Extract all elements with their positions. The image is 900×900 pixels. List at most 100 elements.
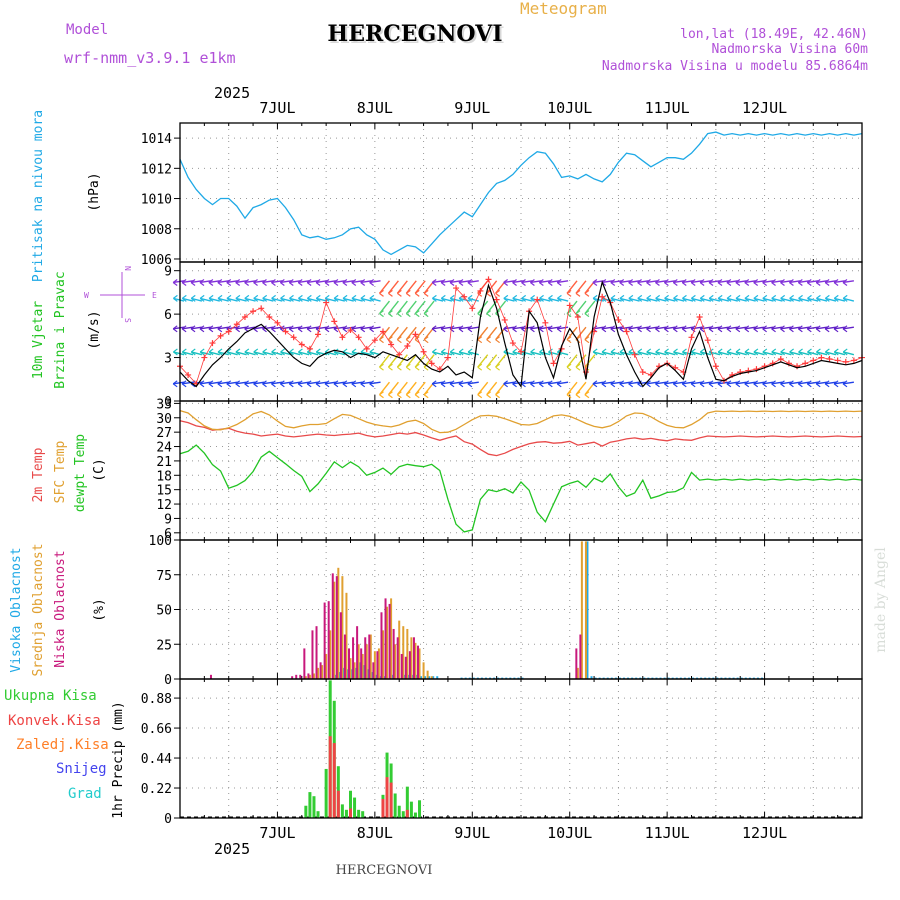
wind-arrow-head xyxy=(708,383,714,388)
low-cloud-bar xyxy=(400,653,403,679)
wind-arrow-head xyxy=(253,380,258,385)
wind-arrow-head xyxy=(495,366,500,371)
wind-arrow-head xyxy=(351,348,357,353)
wind-arrow xyxy=(610,351,622,356)
wind-arrow-head xyxy=(440,325,446,330)
wind-arrow xyxy=(655,326,667,330)
low-cloud-bar xyxy=(291,676,294,679)
wind-arrow xyxy=(637,297,649,302)
wind-arrow-head xyxy=(601,380,607,385)
wind-arrow-head xyxy=(297,278,303,283)
wind-arrow xyxy=(789,297,801,302)
wind-arrow xyxy=(771,280,783,284)
wind-arrow-head xyxy=(477,366,483,371)
high-cloud-bar xyxy=(501,677,504,679)
wind-arrow xyxy=(280,381,292,385)
top-day-label: 10JUL xyxy=(547,99,592,117)
wind-arrow xyxy=(307,381,319,385)
wind-arrow xyxy=(664,297,676,302)
top-day-label: 9JUL xyxy=(454,99,490,117)
temperature-ytick-label: 15 xyxy=(156,484,172,499)
wind-arrow xyxy=(691,280,703,284)
wind-arrow xyxy=(271,381,283,385)
total-precip-bar xyxy=(418,800,422,818)
wind-arrow-head xyxy=(397,313,402,318)
high-cloud-bar xyxy=(517,677,520,679)
wind-arrow-head xyxy=(664,380,669,385)
compass-w: W xyxy=(84,291,89,300)
wind-arrow-head xyxy=(825,351,830,356)
wind-arrow-head xyxy=(324,348,330,353)
wind-arrow xyxy=(833,326,846,330)
wind-arrow-head xyxy=(379,313,384,318)
wind-arrow xyxy=(798,351,810,356)
wind-arrow-head xyxy=(298,351,303,356)
wind-arrow-head xyxy=(449,348,455,353)
wind-arrow-head xyxy=(806,328,812,333)
wind-arrow-head xyxy=(726,383,732,388)
mid-cloud-bar xyxy=(390,598,393,679)
wind-arrow-head xyxy=(628,325,634,330)
wind-arrow-head xyxy=(681,325,687,330)
wind-arrow-head xyxy=(735,294,741,299)
wind-arrow-head xyxy=(379,310,384,315)
wind-arrow-head xyxy=(181,348,187,353)
wind-arrow-head xyxy=(762,380,767,385)
wind-arrow-head xyxy=(271,325,276,330)
wind-arrow xyxy=(315,326,328,330)
wind-arrow xyxy=(717,326,729,330)
low-cloud-bar xyxy=(392,628,395,679)
wind-arrow-head xyxy=(664,325,669,330)
wind-arrow-head xyxy=(467,294,473,299)
wind-arrow-head xyxy=(566,336,572,341)
wind-arrow-head xyxy=(414,313,420,318)
wind-arrow-head xyxy=(190,294,196,299)
wind-arrow xyxy=(753,326,765,330)
wind-arrow-head xyxy=(619,278,625,283)
wind-arrow-head xyxy=(601,328,607,333)
wind-arrow-head xyxy=(458,380,464,385)
low-cloud-bar xyxy=(404,656,407,679)
high-cloud-bar xyxy=(509,677,512,679)
wind-arrow-head xyxy=(628,348,634,353)
high-cloud-bar xyxy=(375,674,378,679)
wind-arrow xyxy=(351,381,363,385)
high-cloud-bar xyxy=(379,676,382,679)
wind-arrow-head xyxy=(628,328,634,333)
wind-arrow xyxy=(208,280,220,284)
wind-arrow-head xyxy=(388,366,393,371)
wind-arrow-head xyxy=(619,328,625,333)
wind-arrow-head xyxy=(253,278,258,283)
wind-arrow-head xyxy=(458,297,464,302)
mid-cloud-bar xyxy=(312,673,315,679)
wind-arrow-head xyxy=(699,348,705,353)
high-cloud-bar xyxy=(342,667,345,679)
wind-arrow-head xyxy=(797,328,803,333)
station-title: HERCEGNOVI xyxy=(329,23,504,49)
wind-arrow xyxy=(289,280,301,284)
wind-arrow-head xyxy=(789,278,794,283)
wind-arrow-head xyxy=(655,281,660,286)
wind-arrow-head xyxy=(405,336,411,341)
low-cloud-bar xyxy=(575,648,578,679)
wind-arrow xyxy=(432,351,444,356)
top-day-labels: 7JUL 8JUL 9JUL 10JUL 11JUL 12JUL xyxy=(259,99,787,117)
wind-arrow-head xyxy=(324,351,330,356)
wind-arrow-head xyxy=(235,351,241,356)
wind-arrow-head xyxy=(557,297,562,302)
cloud-title-3: Niska Oblacnost xyxy=(53,550,68,667)
wind-arrow-head xyxy=(405,313,411,318)
mid-cloud-bar xyxy=(349,658,352,679)
total-precip-bar xyxy=(349,790,352,818)
wind-arrow-head xyxy=(379,366,384,371)
wind-arrow-head xyxy=(431,328,437,333)
wind-arrow-head xyxy=(431,380,437,385)
high-cloud-bar xyxy=(752,677,755,679)
wind-arrow xyxy=(807,351,819,356)
wind-arrow-head xyxy=(262,383,267,388)
low-cloud-bar xyxy=(412,637,415,679)
wind-arrow xyxy=(477,326,489,341)
high-cloud-bar xyxy=(761,677,764,679)
high-cloud-bar xyxy=(355,667,358,679)
